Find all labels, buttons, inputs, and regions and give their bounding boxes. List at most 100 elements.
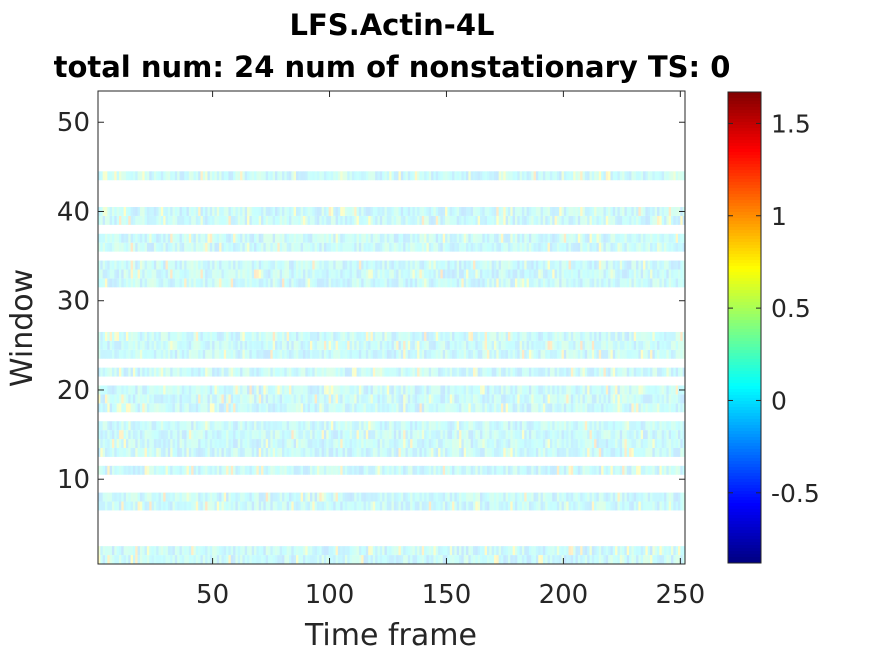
heatmap-cell bbox=[265, 340, 269, 350]
heatmap-cell bbox=[659, 555, 663, 564]
heatmap-cell bbox=[421, 269, 425, 279]
heatmap-cell bbox=[309, 394, 313, 404]
heatmap-cell bbox=[365, 421, 369, 431]
heatmap-cell bbox=[442, 278, 446, 288]
heatmap-cell bbox=[601, 367, 604, 377]
heatmap-cell bbox=[146, 394, 150, 404]
heatmap-cell bbox=[498, 439, 502, 448]
heatmap-cell bbox=[500, 439, 504, 448]
heatmap-cell bbox=[167, 260, 171, 270]
heatmap-cell bbox=[626, 439, 630, 448]
heatmap-cell bbox=[151, 331, 155, 341]
heatmap-cell bbox=[678, 403, 681, 413]
heatmap-cell bbox=[493, 421, 497, 431]
heatmap-cell bbox=[293, 260, 297, 270]
heatmap-cell bbox=[424, 269, 427, 279]
heatmap-cell bbox=[610, 421, 614, 431]
heatmap-cell bbox=[535, 492, 539, 502]
heatmap-cell bbox=[379, 421, 383, 431]
heatmap-cell bbox=[384, 403, 388, 413]
heatmap-cell bbox=[298, 278, 302, 288]
heatmap-cell bbox=[240, 331, 243, 341]
heatmap-cell bbox=[552, 394, 555, 404]
heatmap-cell bbox=[470, 260, 474, 270]
heatmap-cell bbox=[398, 385, 402, 395]
heatmap-cell bbox=[396, 394, 399, 404]
heatmap-cell bbox=[484, 421, 488, 431]
heatmap-cell bbox=[510, 439, 514, 448]
heatmap-cell bbox=[410, 403, 413, 413]
heatmap-cell bbox=[158, 385, 162, 395]
heatmap-cell bbox=[356, 367, 360, 377]
heatmap-cell bbox=[400, 242, 404, 252]
heatmap-cell bbox=[410, 447, 413, 457]
heatmap-cell bbox=[647, 465, 651, 475]
heatmap-cell bbox=[354, 439, 357, 448]
heatmap-cell bbox=[244, 430, 248, 440]
heatmap-cell bbox=[615, 260, 618, 270]
heatmap-cell bbox=[617, 349, 621, 359]
heatmap-cell bbox=[393, 242, 397, 252]
heatmap-cell bbox=[163, 403, 166, 413]
heatmap-cell bbox=[156, 340, 159, 350]
heatmap-cell bbox=[270, 260, 274, 270]
heatmap-cell bbox=[475, 394, 479, 404]
heatmap-cell bbox=[191, 278, 194, 288]
heatmap-cell bbox=[510, 447, 514, 457]
heatmap-cell bbox=[580, 501, 583, 511]
heatmap-cell bbox=[286, 555, 290, 564]
heatmap-cell bbox=[645, 269, 649, 279]
heatmap-cell bbox=[377, 546, 381, 556]
heatmap-cell bbox=[328, 430, 332, 440]
heatmap-cell bbox=[98, 278, 101, 288]
heatmap-cell bbox=[100, 430, 104, 440]
heatmap-cell bbox=[102, 430, 106, 440]
heatmap-cell bbox=[354, 501, 357, 511]
heatmap-cell bbox=[370, 439, 374, 448]
heatmap-cell bbox=[584, 555, 588, 564]
heatmap-cell bbox=[470, 269, 474, 279]
heatmap-cell bbox=[468, 501, 472, 511]
heatmap-cell bbox=[601, 340, 604, 350]
heatmap-cell bbox=[510, 260, 514, 270]
heatmap-cell bbox=[330, 555, 334, 564]
heatmap-cell bbox=[144, 340, 148, 350]
heatmap-cell bbox=[505, 385, 509, 395]
heatmap-cell bbox=[682, 394, 686, 404]
heatmap-cell bbox=[643, 403, 646, 413]
heatmap-cell bbox=[608, 367, 611, 377]
heatmap-cell bbox=[680, 403, 684, 413]
heatmap-cell bbox=[610, 349, 614, 359]
heatmap-cell bbox=[484, 492, 488, 502]
heatmap-cell bbox=[170, 465, 173, 475]
heatmap-cell bbox=[391, 394, 395, 404]
heatmap-cell bbox=[519, 385, 523, 395]
heatmap-cell bbox=[538, 439, 541, 448]
heatmap-cell bbox=[456, 555, 460, 564]
heatmap-cell bbox=[302, 465, 306, 475]
heatmap-cell bbox=[333, 269, 336, 279]
heatmap-cell bbox=[589, 555, 593, 564]
heatmap-cell bbox=[212, 340, 215, 350]
heatmap-cell bbox=[615, 394, 618, 404]
heatmap-cell bbox=[100, 367, 104, 377]
heatmap-cell bbox=[428, 430, 432, 440]
heatmap-cell bbox=[298, 492, 302, 502]
heatmap-cell bbox=[605, 546, 609, 556]
heatmap-cell bbox=[146, 269, 150, 279]
heatmap-cell bbox=[454, 403, 458, 413]
heatmap-cell bbox=[507, 340, 511, 350]
heatmap-cell bbox=[493, 555, 497, 564]
heatmap-cell bbox=[172, 501, 176, 511]
heatmap-cell bbox=[442, 439, 446, 448]
heatmap-cell bbox=[459, 492, 462, 502]
heatmap-cell bbox=[517, 492, 521, 502]
heatmap-cell bbox=[328, 421, 332, 431]
heatmap-cell bbox=[475, 492, 479, 502]
heatmap-cell bbox=[316, 242, 320, 252]
heatmap-cell bbox=[517, 385, 521, 395]
heatmap-cell bbox=[326, 278, 330, 288]
heatmap-cell bbox=[121, 501, 125, 511]
heatmap-cell bbox=[188, 492, 192, 502]
heatmap-cell bbox=[230, 555, 234, 564]
